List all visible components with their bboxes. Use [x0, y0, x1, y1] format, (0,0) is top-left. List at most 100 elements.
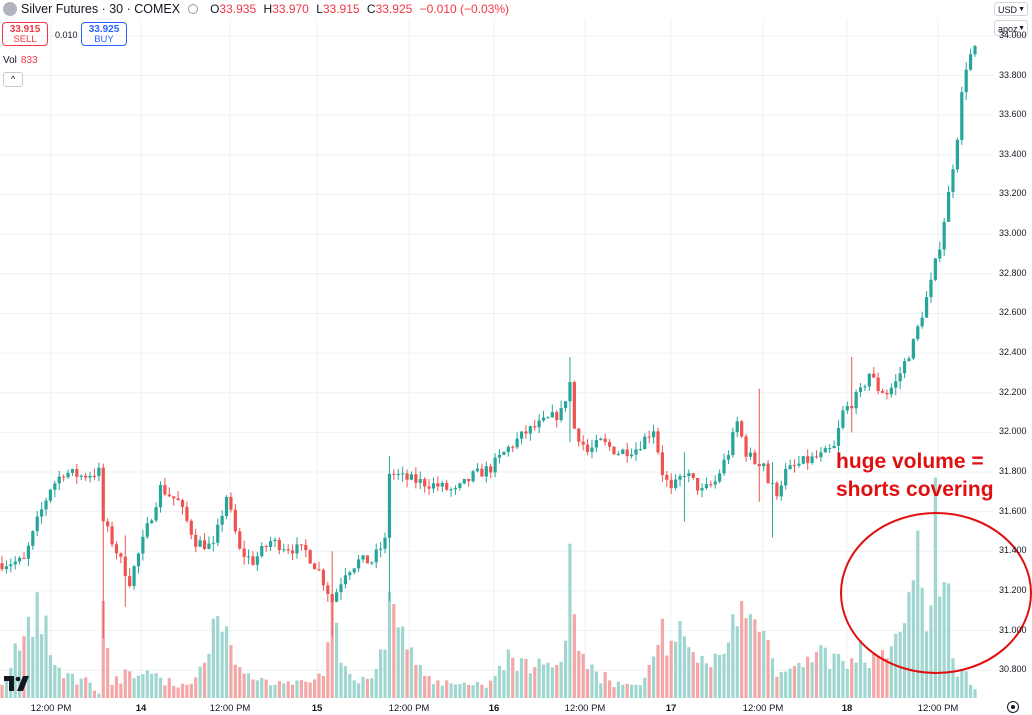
- currency-selector[interactable]: USD ▼: [994, 2, 1028, 16]
- settings-gear-icon[interactable]: [1007, 701, 1019, 713]
- candle: [365, 555, 370, 564]
- volume-bar: [515, 671, 519, 698]
- volume-bar: [348, 673, 352, 698]
- candle: [594, 434, 598, 453]
- volume-bar: [330, 601, 334, 698]
- candle: [374, 543, 378, 569]
- candle: [396, 468, 400, 480]
- symbol-title[interactable]: Silver Futures · 30 · COMEX: [21, 2, 181, 16]
- candle: [700, 483, 704, 498]
- candle: [801, 455, 805, 465]
- high-label: H: [263, 2, 273, 16]
- volume-bar: [401, 626, 405, 698]
- volume-bar: [612, 687, 616, 698]
- volume-bar: [599, 683, 603, 698]
- candle: [960, 86, 964, 145]
- volume-bar: [616, 681, 620, 698]
- volume-bar: [700, 656, 704, 698]
- volume-bar: [625, 683, 629, 698]
- volume-bar: [678, 620, 682, 698]
- candle: [392, 469, 396, 480]
- volume-bar: [621, 684, 625, 698]
- volume-bar: [775, 676, 779, 698]
- candle: [907, 356, 911, 362]
- volume-bar: [722, 653, 726, 698]
- candle: [581, 435, 585, 451]
- candle: [317, 561, 321, 572]
- candle: [383, 532, 387, 554]
- change-value: −0.010 (−0.03%): [419, 2, 510, 16]
- price-tick-label: 33.800: [999, 69, 1027, 80]
- candle: [238, 527, 242, 551]
- market-status-icon[interactable]: [188, 4, 199, 14]
- collapse-legend-button[interactable]: ^: [3, 72, 23, 87]
- volume-bar: [57, 667, 61, 698]
- volume-bar: [66, 673, 70, 698]
- candle: [88, 471, 92, 483]
- candle: [141, 529, 145, 561]
- candle: [731, 427, 735, 458]
- candle: [224, 495, 229, 520]
- buy-button[interactable]: 33.925 BUY: [81, 22, 127, 46]
- volume-bar: [396, 627, 400, 698]
- volume-bar: [709, 667, 713, 698]
- volume-bar: [273, 684, 277, 698]
- volume-bar: [62, 678, 66, 698]
- candle: [40, 502, 44, 524]
- volume-bar: [238, 667, 242, 698]
- volume-bar: [97, 693, 101, 698]
- candle: [691, 472, 695, 480]
- candle: [647, 430, 651, 444]
- candle: [599, 437, 603, 441]
- candle: [427, 479, 431, 495]
- symbol-header[interactable]: Silver Futures · 30 · COMEX O33.935 H33.…: [0, 0, 513, 18]
- volume-bar: [841, 660, 845, 698]
- candle: [665, 470, 669, 487]
- sell-button[interactable]: 33.915 SELL: [2, 22, 48, 46]
- candle: [458, 482, 462, 491]
- candle: [748, 447, 753, 460]
- volume-bar: [150, 673, 154, 698]
- scale-mode-selector[interactable]: apoz ▼: [994, 20, 1028, 36]
- volume-bar: [880, 650, 885, 698]
- candle: [158, 481, 163, 513]
- volume-bar: [590, 664, 594, 698]
- open-value: 33.935: [219, 2, 257, 16]
- time-tick-label: 12:00 PM: [30, 703, 72, 714]
- volume-bar: [572, 614, 576, 698]
- candle: [572, 380, 576, 430]
- candle: [189, 519, 193, 540]
- volume-bar: [687, 647, 691, 698]
- volume-histogram: [0, 477, 977, 698]
- price-tick-label: 32.400: [999, 347, 1027, 358]
- volume-bar: [312, 679, 317, 698]
- volume-bar: [814, 651, 819, 698]
- volume-bar: [955, 676, 959, 698]
- volume-legend[interactable]: Vol 833: [3, 55, 38, 66]
- volume-bar: [858, 640, 863, 698]
- candle: [524, 425, 528, 439]
- volume-bar: [889, 646, 893, 698]
- candle: [436, 476, 440, 492]
- volume-bar: [4, 677, 9, 698]
- candle: [0, 555, 4, 572]
- candle: [625, 442, 629, 464]
- volume-bar: [810, 662, 814, 698]
- volume-bar: [898, 631, 902, 698]
- volume-bar: [577, 650, 581, 698]
- volume-bar: [255, 680, 259, 698]
- volume-bar: [427, 675, 431, 698]
- candle: [286, 544, 290, 554]
- volume-bar: [106, 648, 110, 698]
- candle: [541, 410, 546, 423]
- candle: [198, 536, 202, 547]
- candle: [696, 477, 700, 496]
- candle: [277, 537, 281, 555]
- tradingview-logo-icon[interactable]: [4, 674, 30, 692]
- candle: [762, 462, 766, 472]
- price-tick-label: 33.200: [999, 188, 1027, 199]
- candle: [251, 551, 255, 566]
- volume-bar: [321, 675, 325, 698]
